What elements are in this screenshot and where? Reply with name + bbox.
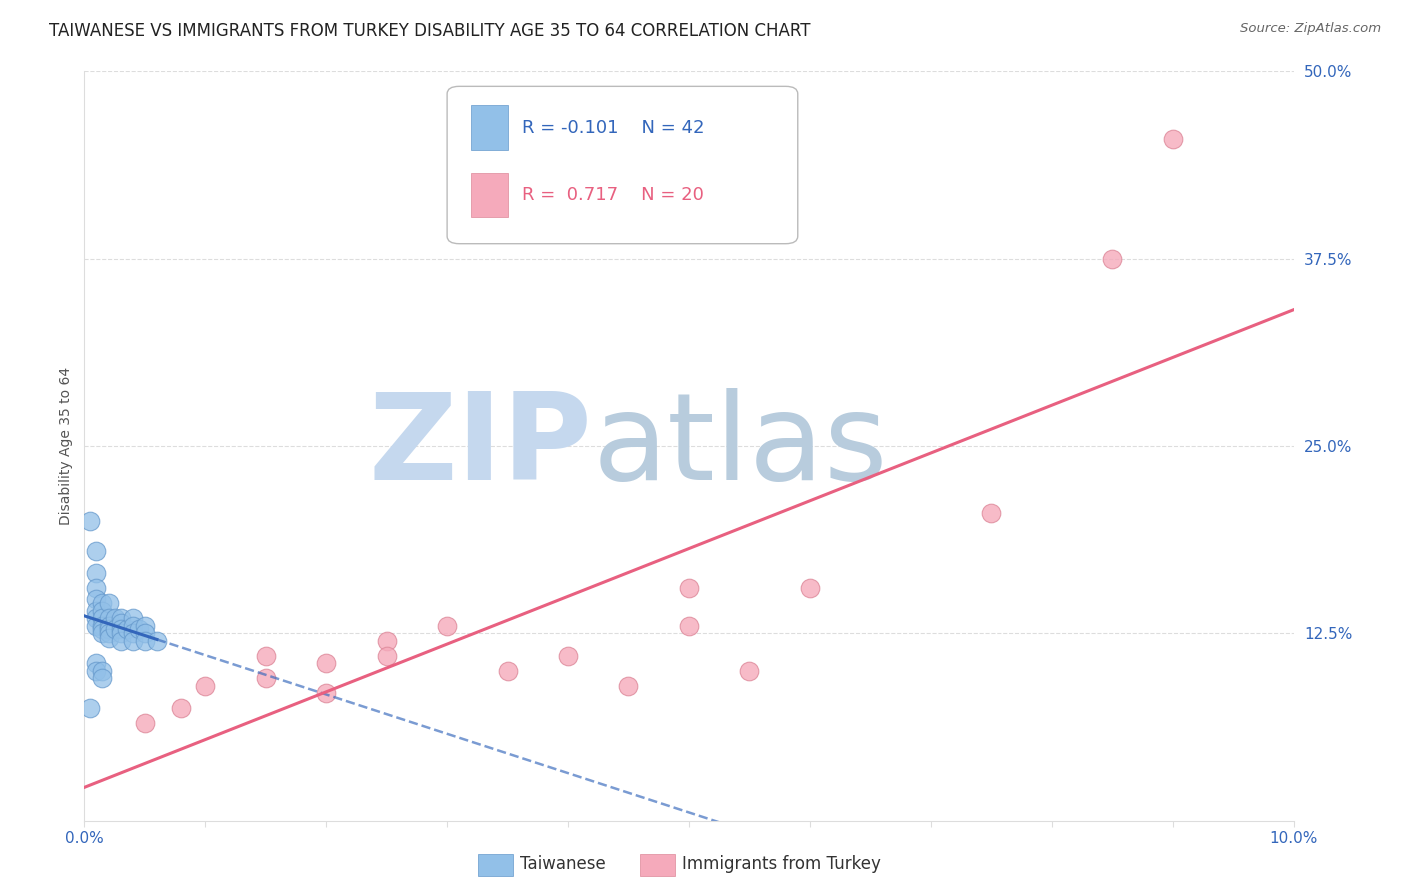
Point <box>86 619 108 633</box>
Point <box>91 596 114 610</box>
Point <box>110 626 132 640</box>
Point <box>375 648 398 663</box>
Y-axis label: Disability Age 35 to 64: Disability Age 35 to 64 <box>59 367 73 525</box>
FancyBboxPatch shape <box>447 87 797 244</box>
Point <box>375 633 398 648</box>
Point <box>170 701 193 715</box>
Point <box>110 633 132 648</box>
Point <box>86 611 108 625</box>
Point <box>617 679 640 693</box>
Point <box>146 633 169 648</box>
Point <box>79 701 101 715</box>
Point <box>86 604 108 618</box>
Point <box>738 664 761 678</box>
Point <box>128 622 150 636</box>
Point <box>91 611 114 625</box>
Point <box>86 582 108 596</box>
Point <box>1101 252 1123 266</box>
Point <box>86 566 108 581</box>
Point <box>121 619 143 633</box>
Point <box>315 657 337 671</box>
Point <box>91 604 114 618</box>
FancyBboxPatch shape <box>471 172 508 218</box>
Point <box>254 648 277 663</box>
Point <box>254 671 277 685</box>
Point <box>86 664 108 678</box>
Point <box>86 591 108 606</box>
Point <box>436 619 458 633</box>
Point <box>121 611 143 625</box>
Point <box>121 626 143 640</box>
Point <box>97 626 120 640</box>
Point <box>315 686 337 700</box>
Text: Taiwanese: Taiwanese <box>520 855 606 873</box>
Text: Immigrants from Turkey: Immigrants from Turkey <box>682 855 880 873</box>
Point <box>97 631 120 645</box>
Point <box>97 619 120 633</box>
Text: R =  0.717    N = 20: R = 0.717 N = 20 <box>522 186 704 204</box>
Point <box>110 615 132 630</box>
Point <box>194 679 217 693</box>
Text: R = -0.101    N = 42: R = -0.101 N = 42 <box>522 119 704 136</box>
Text: atlas: atlas <box>592 387 887 505</box>
Point <box>79 514 101 528</box>
Point <box>980 507 1002 521</box>
Point <box>678 619 700 633</box>
FancyBboxPatch shape <box>471 105 508 150</box>
Point <box>91 619 114 633</box>
Point <box>104 611 127 625</box>
Point <box>86 544 108 558</box>
Point <box>557 648 579 663</box>
Point <box>115 622 138 636</box>
Point <box>496 664 519 678</box>
Point <box>97 622 120 636</box>
Point <box>110 622 132 636</box>
Point <box>91 664 114 678</box>
Point <box>134 633 156 648</box>
Text: ZIP: ZIP <box>368 387 592 505</box>
Text: TAIWANESE VS IMMIGRANTS FROM TURKEY DISABILITY AGE 35 TO 64 CORRELATION CHART: TAIWANESE VS IMMIGRANTS FROM TURKEY DISA… <box>49 22 811 40</box>
Point <box>134 626 156 640</box>
Point <box>91 622 114 636</box>
Point <box>799 582 821 596</box>
Text: Source: ZipAtlas.com: Source: ZipAtlas.com <box>1240 22 1381 36</box>
Point <box>97 611 120 625</box>
Point <box>134 619 156 633</box>
Point <box>1161 132 1184 146</box>
Point <box>678 582 700 596</box>
Point <box>86 657 108 671</box>
Point <box>104 622 127 636</box>
Point <box>121 633 143 648</box>
Point <box>91 671 114 685</box>
Point <box>97 596 120 610</box>
Point <box>110 611 132 625</box>
Point <box>91 626 114 640</box>
Point <box>134 716 156 731</box>
